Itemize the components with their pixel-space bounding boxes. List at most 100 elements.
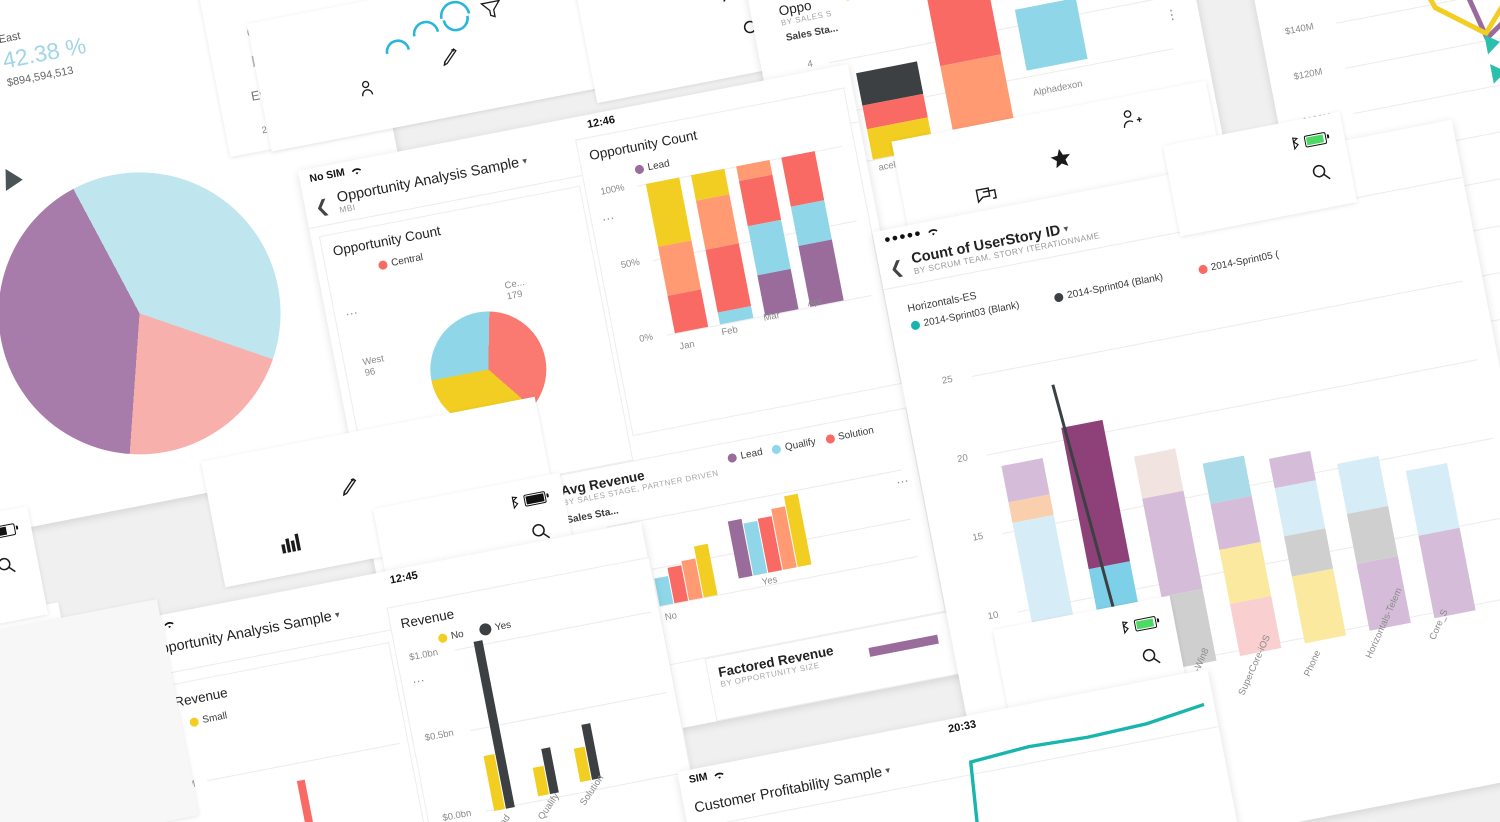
- bluetooth-icon: [510, 495, 520, 510]
- teal-arcs: [367, 0, 496, 70]
- revenue-ytick: $0.5bn: [424, 727, 455, 744]
- statusbar-cp: SIM 20:33: [677, 669, 1211, 792]
- legend-label: Lead: [646, 158, 671, 174]
- avgrev2-red-bar[interactable]: [296, 779, 334, 822]
- tile1-more[interactable]: …: [343, 301, 362, 319]
- cp-line-chart[interactable]: [946, 689, 1240, 822]
- toolbar-1246[interactable]: [200, 396, 560, 588]
- status-strip-green: [992, 595, 1188, 721]
- back-icon[interactable]: ❮: [313, 195, 332, 217]
- clock-1246: 12:46: [586, 113, 617, 131]
- back-icon[interactable]: ❮: [887, 256, 906, 279]
- line-chart-series[interactable]: [1298, 0, 1500, 360]
- legend-dot: [771, 444, 783, 455]
- clock-cp: 20:33: [947, 718, 978, 736]
- stack-ytick: 0%: [638, 331, 654, 345]
- status-strip-green-top: [1162, 111, 1358, 237]
- stack-ytick: 50%: [619, 256, 641, 272]
- line-ytick: $120M: [1292, 66, 1324, 83]
- person-icon[interactable]: [355, 77, 378, 100]
- bluetooth-icon: [1291, 136, 1301, 151]
- customer-profitability-card[interactable]: SIM 20:33 Customer Profitability Sample …: [677, 669, 1263, 822]
- avgrev-more[interactable]: …: [893, 468, 912, 487]
- line-chart-card[interactable]: $140M $120M $100M $80M $60M $40M $20M $0…: [1212, 0, 1500, 415]
- revenue-xtick: Lead: [492, 813, 513, 822]
- legend-dot: [1197, 264, 1208, 275]
- legend-label: Small: [201, 710, 229, 726]
- annotate-icon[interactable]: [337, 474, 363, 500]
- kpi-pie-chart[interactable]: [0, 148, 305, 479]
- search-icon[interactable]: [1309, 161, 1332, 184]
- statusbar-1245: No SIM 12:45: [111, 522, 645, 645]
- battery-icon: [0, 523, 17, 539]
- search-icon[interactable]: [1139, 645, 1162, 668]
- statusbar-941: ●●●●● 9:41: [872, 120, 1455, 252]
- stack-xtick: Jan: [678, 338, 696, 353]
- comment-icon[interactable]: [974, 185, 999, 209]
- stack-xtick: Apr: [806, 295, 824, 310]
- legend-dot: [824, 433, 836, 445]
- bluetooth-icon: [1121, 620, 1131, 635]
- events-toolbar[interactable]: [246, 0, 734, 152]
- wifi-icon: [349, 163, 364, 176]
- annotate-icon[interactable]: [437, 44, 463, 70]
- clock-1245: 12:45: [388, 569, 419, 587]
- statusbar-1246: No SIM 12:46: [298, 64, 852, 190]
- legend-dot: [1053, 292, 1065, 303]
- status-strip-1245: [372, 472, 578, 600]
- avgrev-group-yes[interactable]: [725, 493, 812, 579]
- corner-search-strip[interactable]: [0, 506, 49, 664]
- avgrev-legend-lead[interactable]: Lead: [727, 447, 764, 465]
- legend-label: Solution: [837, 425, 875, 443]
- revenue-ytick: $0.0bn: [441, 807, 473, 822]
- oss-more-button[interactable]: ⋮: [1163, 5, 1182, 24]
- legend-dot: [727, 452, 738, 464]
- revenue-ytick: $1.0bn: [408, 646, 439, 664]
- legend-dot: [377, 259, 389, 271]
- oss-toolbar[interactable]: [891, 80, 1229, 260]
- oss-legend-item[interactable]: Lead: [842, 0, 879, 2]
- bluetooth-icon: [720, 0, 730, 3]
- wifi-icon: [711, 768, 726, 781]
- chevron-down-icon[interactable]: ▼: [332, 609, 343, 620]
- search-icon[interactable]: [0, 554, 18, 577]
- opportunity-1245-card[interactable]: No SIM 12:45 ❮ Opportunity Analysis Samp…: [110, 521, 711, 822]
- legend-dot: [634, 164, 645, 175]
- legend-dot: [842, 0, 853, 2]
- avgrev-xtick: No: [663, 610, 678, 624]
- opportunity-1246-card[interactable]: No SIM 12:46 ❮ Opportunity Analysis Samp…: [297, 64, 970, 780]
- avgrev-legend-solution[interactable]: Solution: [824, 425, 875, 445]
- oss-xtick: Alphadexon: [1032, 78, 1084, 99]
- legend-label: Lead: [739, 446, 764, 462]
- carrier-label: SIM: [687, 770, 709, 786]
- chevron-down-icon[interactable]: ▼: [520, 155, 530, 167]
- legend-label: Qualify: [784, 436, 817, 454]
- wifi-icon: [926, 224, 941, 237]
- legend-label: Central: [390, 251, 425, 269]
- filter-icon[interactable]: [479, 0, 504, 21]
- avgrev-legend-qualify[interactable]: Qualify: [771, 436, 817, 455]
- battery-icon: [1133, 615, 1158, 632]
- wifi-icon: [161, 617, 176, 630]
- battery-icon: [522, 490, 547, 507]
- revenue-group-qualify[interactable]: [529, 747, 559, 797]
- star-icon[interactable]: [1048, 146, 1074, 172]
- tile-opportunity-count-stacked[interactable]: Opportunity Count Lead … 100% 50% 0%: [575, 87, 902, 437]
- legend-dot: [910, 320, 921, 331]
- oss-bar-alphadexon[interactable]: [1014, 0, 1088, 71]
- stack-xtick: Mar: [762, 309, 781, 324]
- triangle-marker: [5, 168, 23, 191]
- barchart-icon[interactable]: [279, 532, 304, 554]
- search-icon[interactable]: [529, 520, 552, 543]
- chevron-down-icon[interactable]: ▼: [882, 764, 893, 776]
- legend-dot: [188, 716, 200, 728]
- pie-value-central: 179: [505, 288, 524, 303]
- stack-xtick: Feb: [720, 324, 739, 339]
- chevron-down-icon[interactable]: ▼: [1061, 223, 1071, 234]
- stack-ytick: 100%: [599, 182, 626, 198]
- avgrev-xtick: Yes: [760, 574, 779, 589]
- battery-icon: [1303, 131, 1328, 148]
- revenue-group-lead[interactable]: [462, 640, 515, 812]
- person-add-icon[interactable]: [1118, 105, 1146, 131]
